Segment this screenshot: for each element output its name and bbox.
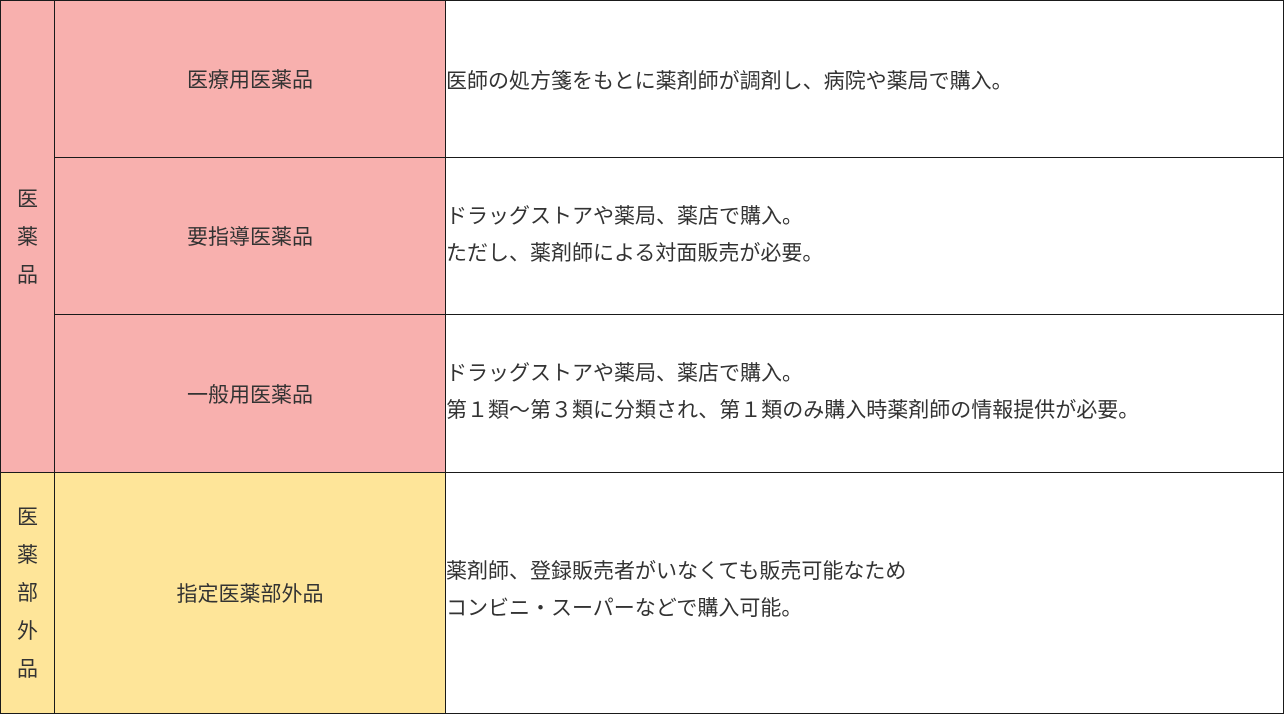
category-cell-pharmaceuticals: 医薬品 [0, 0, 55, 473]
item-name: 一般用医薬品 [187, 382, 313, 407]
item-name-cell: 医療用医薬品 [54, 0, 446, 158]
description-line: ドラッグストアや薬局、薬店で購入。 [446, 360, 803, 385]
item-name: 指定医薬部外品 [176, 582, 324, 606]
item-name: 医療用医薬品 [187, 68, 313, 92]
description-line: 医師の処方箋をもとに薬剤師が調剤し、病院や薬局で購入。 [446, 69, 1013, 93]
item-description-cell: 薬剤師、登録販売者がいなくても販売可能なため コンビニ・スーパーなどで購入可能。 [445, 472, 1284, 714]
table-row: 医薬品 医療用医薬品 医師の処方箋をもとに薬剤師が調剤し、病院や薬局で購入。 [0, 0, 1284, 473]
item-name-cell: 一般用医薬品 [54, 314, 446, 473]
item-name-cell: 要指導医薬品 [54, 157, 446, 315]
table-row: 一般用医薬品 ドラッグストアや薬局、薬店で購入。 第１類〜第３類に分類され、第１… [1, 314, 1284, 473]
description-line: 第１類〜第３類に分類され、第１類のみ購入時薬剤師の情報提供が必要。 [446, 397, 1140, 422]
item-description-cell: ドラッグストアや薬局、薬店で購入。 ただし、薬剤師による対面販売が必要。 [445, 157, 1284, 315]
category-label: 医薬品 [17, 186, 38, 287]
item-name-cell: 指定医薬部外品 [54, 472, 446, 714]
description-line: ただし、薬剤師による対面販売が必要。 [446, 241, 824, 265]
category-cell-quasi-drugs: 医薬部外品 [0, 472, 55, 714]
item-name: 要指導医薬品 [187, 225, 313, 249]
category-label: 医薬部外品 [17, 505, 38, 681]
table-row: 要指導医薬品 ドラッグストアや薬局、薬店で購入。 ただし、薬剤師による対面販売が… [1, 157, 1284, 315]
description-line: ドラッグストアや薬局、薬店で購入。 [446, 204, 803, 228]
item-description-cell: ドラッグストアや薬局、薬店で購入。 第１類〜第３類に分類され、第１類のみ購入時薬… [445, 314, 1284, 473]
item-description-cell: 医師の処方箋をもとに薬剤師が調剤し、病院や薬局で購入。 [445, 0, 1284, 158]
description-line: コンビニ・スーパーなどで購入可能。 [446, 596, 803, 620]
table-row: 医薬部外品 指定医薬部外品 薬剤師、登録販売者がいなくても販売可能なため コンビ… [0, 472, 1284, 714]
description-line: 薬剤師、登録販売者がいなくても販売可能なため [446, 559, 907, 583]
